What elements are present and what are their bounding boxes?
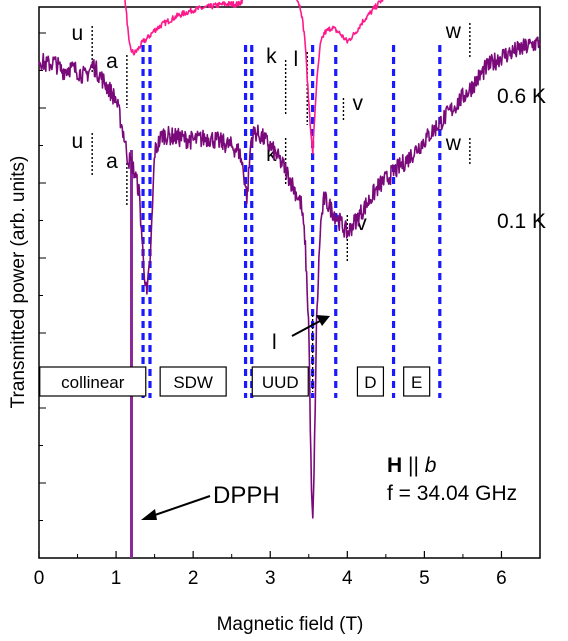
x-tick-label: 0	[34, 568, 45, 589]
x-tick-label: 1	[111, 568, 122, 589]
x-tick-label: 3	[265, 568, 276, 589]
peak-marker-label: u	[71, 22, 83, 45]
x-tick-label: 4	[342, 568, 353, 589]
peak-marker-label: k	[266, 45, 277, 68]
dpph-label: DPPH	[213, 482, 280, 509]
series-label-06k: 0.6 K	[497, 85, 546, 108]
peak-marker-label: v	[352, 92, 363, 115]
l-arrow-label: l	[272, 331, 277, 354]
phase-labels: collinear SDW UUD D E	[39, 366, 431, 397]
peak-marker-label: a	[106, 150, 118, 173]
l-arrow	[291, 315, 330, 337]
dpph-arrow	[141, 495, 211, 520]
phase-label: collinear	[61, 373, 125, 392]
parallel-symbol: ||	[402, 454, 425, 477]
phase-label: UUD	[262, 373, 299, 392]
x-tick-label: 2	[188, 568, 199, 589]
phase-box	[251, 366, 309, 397]
axis-ticks: 0 1 2 3 4 5 6	[34, 32, 507, 589]
y-axis-title: Transmitted power (arb. units)	[8, 156, 29, 409]
peak-marker-label: a	[106, 50, 118, 73]
field-symbol: H	[387, 454, 402, 477]
phase-label: D	[364, 373, 376, 392]
phase-box	[159, 366, 227, 397]
phase-label: E	[411, 373, 422, 392]
condition-label: H || b	[387, 454, 437, 477]
peak-marker-label: w	[445, 20, 462, 43]
phase-box	[356, 366, 385, 397]
peak-marker-label: l	[294, 48, 299, 71]
phase-box	[403, 366, 431, 397]
peak-marker-label: v	[356, 212, 367, 235]
series-label-01k: 0.1 K	[497, 210, 546, 233]
peak-marker-label: k	[266, 143, 277, 166]
series-line	[38, 36, 541, 519]
peak-marker-label: w	[445, 132, 462, 155]
frequency-label: f = 34.04 GHz	[387, 482, 517, 505]
plot-frame	[38, 6, 541, 559]
series-line	[124, 0, 384, 155]
peak-marker-label: u	[71, 130, 83, 153]
x-axis-title: Magnetic field (T)	[217, 614, 364, 635]
phase-label: SDW	[173, 373, 213, 392]
phase-box	[39, 366, 147, 397]
x-tick-label: 6	[496, 568, 507, 589]
axis-symbol: b	[425, 454, 437, 477]
x-tick-label: 5	[419, 568, 430, 589]
series-group	[38, 0, 541, 519]
